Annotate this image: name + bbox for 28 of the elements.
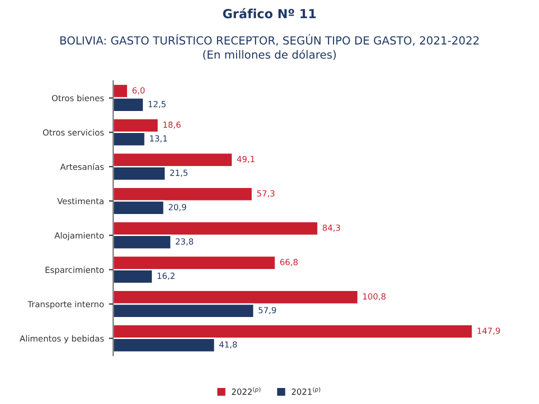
y-tick-label: Transporte interno [28, 300, 104, 309]
y-tick-label: Artesanías [60, 163, 104, 170]
data-label: 57,3 [257, 190, 274, 198]
data-label: 57,9 [258, 306, 276, 314]
y-tick-label: Vestimenta [57, 198, 104, 204]
data-label: 12,5 [148, 100, 166, 108]
data-label: 49,1 [237, 156, 254, 164]
data-label: 21,5 [170, 170, 188, 177]
data-label: 18,6 [163, 122, 181, 129]
data-label: 20,9 [168, 204, 186, 212]
y-tick-label: Alojamiento [54, 232, 104, 240]
data-label: 13,1 [150, 135, 167, 142]
data-label: 16,2 [158, 272, 174, 280]
data-label: 6,0 [132, 87, 145, 94]
legend-label: 2021$^{(p)}$ [292, 387, 320, 395]
chart-title: Gráfico Nº 11 [223, 8, 316, 18]
y-tick-label: Esparcimiento [46, 266, 104, 275]
data-label: 84,3 [322, 224, 340, 232]
data-label: 147,9 [478, 328, 500, 335]
chart-subtitle: BOLIVIA: GASTO TURÍSTICO RECEPTOR, SEGÚN TIPO DE GASTO, 2021-2022 (En millones de dólares) [60, 34, 479, 60]
legend-label: 2022$^{(p)}$ [232, 387, 260, 395]
y-tick-label: Otros servicios [42, 129, 104, 136]
y-tick-label: Alimentos y bebidas [20, 335, 104, 344]
data-label: 23,8 [176, 238, 194, 246]
data-label: 41,8 [219, 341, 237, 348]
data-label: 66,8 [280, 258, 298, 266]
data-label: 100,8 [363, 293, 386, 300]
y-tick-label: Otros bienes [52, 94, 104, 102]
